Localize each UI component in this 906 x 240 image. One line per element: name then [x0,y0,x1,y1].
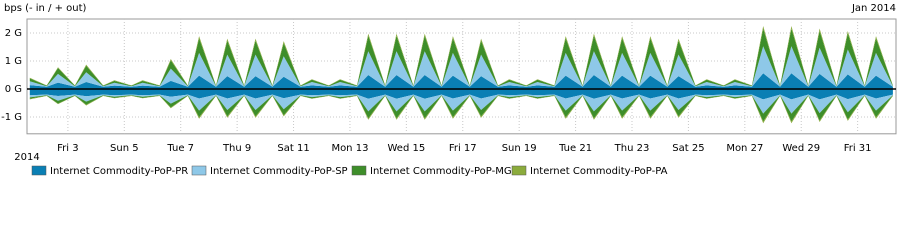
legend-label: Internet Commodity-PoP-SP [210,166,348,177]
y-tick-label: 2 G [5,28,22,39]
x-tick-label: Tue 21 [558,143,592,154]
y-tick-label: 0 G [5,84,22,95]
x-tick-label: Wed 15 [387,143,425,154]
legend-swatch [31,165,47,176]
legend-label: Internet Commodity-PoP-PA [530,166,668,177]
out-area [29,73,893,89]
y-axis-label: bps (- in / + out) [4,3,87,14]
legend-swatch [191,165,207,176]
x-tick-label: Thu 9 [222,143,251,154]
x-tick-label: Mon 27 [726,143,763,154]
legend-swatch [511,165,527,176]
out-area [29,26,893,86]
x-tick-label: Thu 23 [614,143,650,154]
y-tick-label: 1 G [5,56,22,67]
chart: bps (- in / + out) Jan 2014 2014 2 G 1 G 0… [1,3,897,177]
x-tick-label: Tue 7 [166,143,194,154]
x-tick-label: Mon 13 [331,143,368,154]
x-tick-label: Sun 19 [502,143,537,154]
legend-label: Internet Commodity-PoP-PR [50,166,188,177]
y-tick-label: -1 G [1,112,22,123]
out-area [29,46,893,87]
x-tick-label: Fri 3 [57,143,78,154]
out-area [29,28,893,87]
legend-label: Internet Commodity-PoP-MG [370,166,512,177]
x-tick-label: Fri 17 [449,143,477,154]
x-tick-label: Sat 25 [672,143,704,154]
in-area [29,95,893,124]
legend-swatch [351,165,367,176]
x-tick-label: Sat 11 [277,143,309,154]
period-label: Jan 2014 [851,3,896,14]
in-area [29,95,893,122]
x-tick-label: Wed 29 [782,143,820,154]
x-tick-label: Sun 5 [110,143,139,154]
in-area [29,89,893,100]
start-label: 2014 [14,152,39,163]
x-tick-label: Fri 31 [844,143,872,154]
in-area [29,94,893,114]
